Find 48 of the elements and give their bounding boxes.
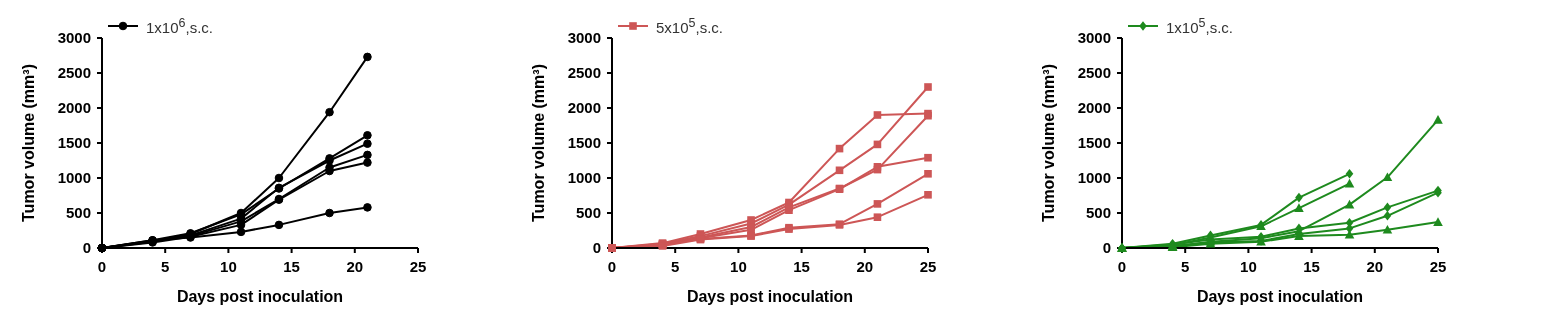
y-axis-title: Tumor volume (mm³) [529, 64, 547, 222]
x-tick-label: 5 [161, 257, 170, 275]
y-tick-label: 2000 [567, 99, 601, 117]
y-tick-label: 0 [1102, 239, 1111, 257]
y-tick-label: 1500 [1077, 134, 1111, 152]
x-tick-label: 15 [793, 257, 810, 275]
y-tick-label: 2000 [57, 99, 91, 117]
x-axis-title: Days post inoculation [686, 288, 854, 305]
x-tick-label: 5 [1181, 257, 1190, 275]
y-tick-label: 500 [575, 204, 601, 222]
y-axis-title: Tumor volume (mm³) [19, 64, 37, 222]
y-tick-label: 1000 [57, 169, 91, 187]
x-axis-title: Days post inoculation [1196, 288, 1364, 305]
x-tick-label: 15 [283, 257, 300, 275]
x-tick-label: 10 [220, 257, 237, 275]
x-tick-label: 20 [856, 257, 874, 275]
x-tick-label: 20 [1366, 257, 1384, 275]
y-tick-label: 0 [82, 239, 91, 257]
legend-label: 1x10$^{5}$,s.c. [1166, 16, 1233, 36]
y-tick-label: 2000 [1077, 99, 1111, 117]
x-tick-label: 20 [346, 257, 364, 275]
legend-label: 5x10$^{5}$,s.c. [656, 16, 723, 36]
y-tick-label: 500 [1085, 204, 1111, 222]
legend-label: 1x10$^{6}$,s.c. [146, 16, 213, 36]
y-tick-label: 2500 [1077, 64, 1111, 82]
y-tick-label: 1500 [57, 134, 91, 152]
x-tick-label: 10 [1240, 257, 1257, 275]
x-tick-label: 5 [671, 257, 680, 275]
y-axis-title: Tumor volume (mm³) [1039, 64, 1057, 222]
y-tick-label: 500 [65, 204, 91, 222]
y-tick-label: 3000 [57, 29, 91, 47]
y-tick-label: 1000 [567, 169, 601, 187]
y-tick-label: 2500 [57, 64, 91, 82]
y-tick-label: 3000 [567, 29, 601, 47]
y-tick-label: 0 [592, 239, 601, 257]
x-tick-label: 10 [730, 257, 747, 275]
x-tick-label: 25 [919, 257, 937, 275]
x-tick-label: 15 [1303, 257, 1320, 275]
y-tick-label: 1500 [567, 134, 601, 152]
y-tick-label: 1000 [1077, 169, 1111, 187]
x-tick-label: 0 [1117, 257, 1127, 275]
y-tick-label: 3000 [1077, 29, 1111, 47]
x-tick-label: 0 [97, 257, 107, 275]
x-tick-label: 0 [607, 257, 617, 275]
x-axis-title: Days post inoculation [176, 288, 344, 305]
y-tick-label: 2500 [567, 64, 601, 82]
x-tick-label: 25 [409, 257, 427, 275]
x-tick-label: 25 [1429, 257, 1447, 275]
